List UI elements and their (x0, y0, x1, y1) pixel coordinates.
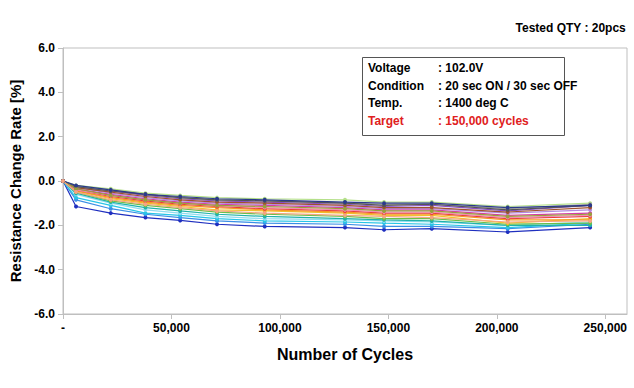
svg-text:Resistance Change Rate [%]: Resistance Change Rate [%] (7, 80, 24, 283)
svg-text:-: - (61, 321, 65, 335)
svg-text:6.0: 6.0 (38, 41, 55, 55)
svg-text:: 150,000 cycles: : 150,000 cycles (438, 114, 529, 128)
svg-text:200,000: 200,000 (475, 321, 519, 335)
svg-text:50,000: 50,000 (153, 321, 190, 335)
svg-text:2.0: 2.0 (38, 130, 55, 144)
svg-text:0.0: 0.0 (38, 174, 55, 188)
svg-text:Target: Target (368, 114, 404, 128)
svg-text:: 102.0V: : 102.0V (438, 61, 483, 75)
svg-text:: 1400 deg C: : 1400 deg C (438, 96, 509, 110)
svg-text:-6.0: -6.0 (34, 307, 55, 321)
svg-text:100,000: 100,000 (258, 321, 302, 335)
svg-text:250,000: 250,000 (584, 321, 628, 335)
svg-text:150,000: 150,000 (367, 321, 411, 335)
svg-text:-2.0: -2.0 (34, 218, 55, 232)
svg-text:Voltage: Voltage (368, 61, 411, 75)
svg-text:Number of Cycles: Number of Cycles (277, 346, 413, 363)
svg-text:Condition: Condition (368, 79, 424, 93)
svg-text:-4.0: -4.0 (34, 263, 55, 277)
svg-text:4.0: 4.0 (38, 85, 55, 99)
svg-text:: 20 sec ON / 30 sec OFF: : 20 sec ON / 30 sec OFF (438, 79, 577, 93)
svg-text:Temp.: Temp. (368, 96, 402, 110)
svg-text:Tested QTY : 20pcs: Tested QTY : 20pcs (516, 21, 627, 35)
